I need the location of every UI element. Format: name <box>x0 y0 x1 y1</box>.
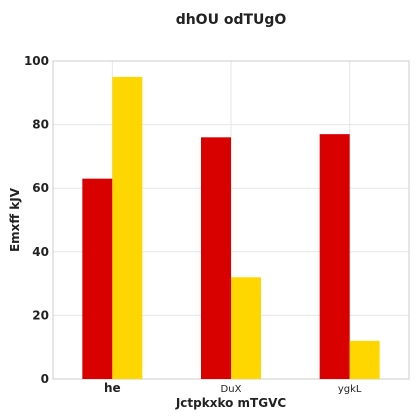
x-axis-ticks: he DuX ygkL <box>104 381 362 395</box>
y-tick-label: 40 <box>32 245 49 259</box>
chart-title: dhOU odTUgO <box>176 12 287 28</box>
bar-series-1-he <box>82 178 113 379</box>
x-tick-label: ygkL <box>338 384 362 395</box>
bar-series-2-ygkL <box>349 340 380 379</box>
y-tick-label: 100 <box>24 54 49 68</box>
y-tick-label: 20 <box>32 308 49 322</box>
bars <box>82 76 380 380</box>
x-tick-label: DuX <box>221 384 242 395</box>
y-tick-label: 80 <box>32 118 49 132</box>
x-axis-label: Jctpkxko mTGVC <box>175 396 287 410</box>
bar-series-1-ygkL <box>319 134 350 379</box>
bar-series-2-he <box>112 76 143 380</box>
y-tick-label: 60 <box>32 181 49 195</box>
bar-series-2-DuX <box>231 277 261 379</box>
y-axis-label: Emxff kJV <box>8 187 22 252</box>
y-tick-label: 0 <box>41 372 49 386</box>
x-tick-label: he <box>104 381 121 395</box>
y-axis-ticks: 0 20 40 60 80 100 <box>24 54 49 386</box>
bar-series-1-DuX <box>201 137 231 379</box>
